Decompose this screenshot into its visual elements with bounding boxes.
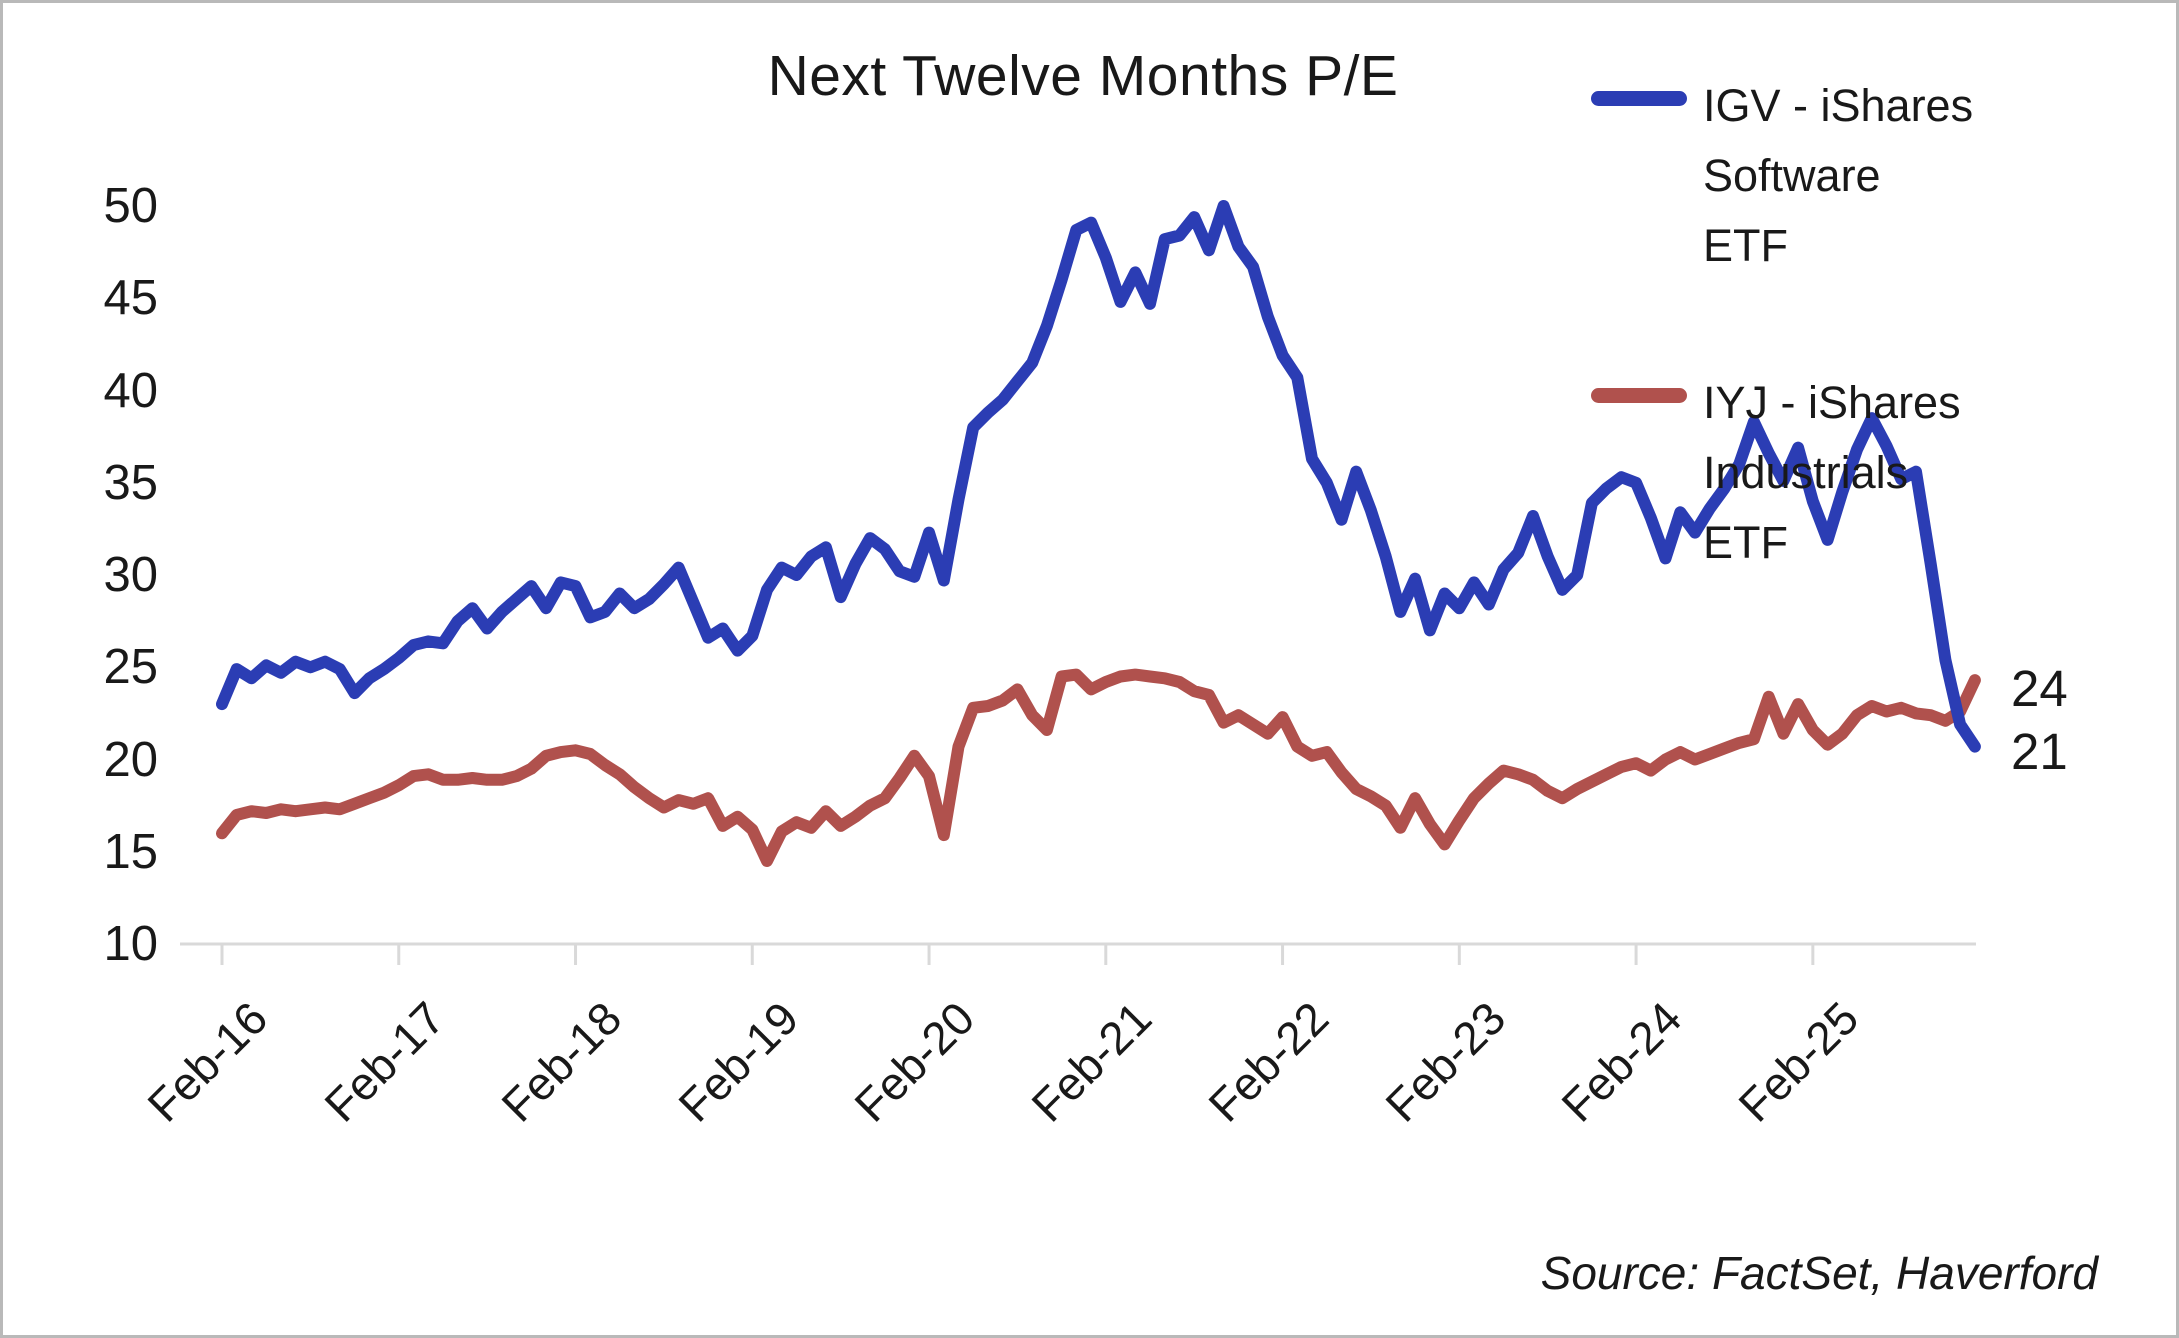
y-axis-label-35: 35 <box>103 455 158 510</box>
legend-entry-igv: IGV - iShares Software ETF <box>1591 71 2151 280</box>
y-axis-label-10: 10 <box>103 917 158 971</box>
igv-legend-swatch <box>1591 91 1687 106</box>
y-axis-label-45: 45 <box>103 271 158 326</box>
y-axis-label-15: 15 <box>103 824 158 879</box>
igv-legend-line1: IGV - iShares Software <box>1703 80 1974 201</box>
iyj-legend-line2: ETF <box>1703 516 1788 568</box>
iyj-series-line <box>216 668 1981 867</box>
legend: IGV - iShares Software ETF IYJ - iShares… <box>1591 71 2151 666</box>
iyj-end-value-label: 24 <box>2011 660 2068 717</box>
legend-entry-iyj: IYJ - iShares Industrials ETF <box>1591 368 2151 577</box>
igv-legend-label: IGV - iShares Software ETF <box>1703 71 2151 280</box>
chart-title: Next Twelve Months P/E <box>767 44 1399 108</box>
iyj-legend-label: IYJ - iShares Industrials ETF <box>1703 368 2151 577</box>
source-note: Source: FactSet, Haverford <box>1540 1247 2098 1299</box>
igv-series-line <box>216 200 1981 753</box>
y-axis-label-50: 50 <box>103 179 158 233</box>
iyj-legend-swatch <box>1591 388 1687 404</box>
x-axis-ticks <box>220 944 1815 965</box>
igv-end-value-label: 21 <box>2011 723 2068 780</box>
y-axis-label-25: 25 <box>103 640 158 695</box>
y-axis-label-30: 30 <box>103 548 158 602</box>
igv-legend-line2: ETF <box>1703 219 1788 271</box>
plot-area <box>180 200 1981 965</box>
iyj-legend-line1: IYJ - iShares Industrials <box>1703 377 1961 498</box>
y-axis-label-20: 20 <box>103 732 158 787</box>
y-axis-label-40: 40 <box>103 363 158 418</box>
